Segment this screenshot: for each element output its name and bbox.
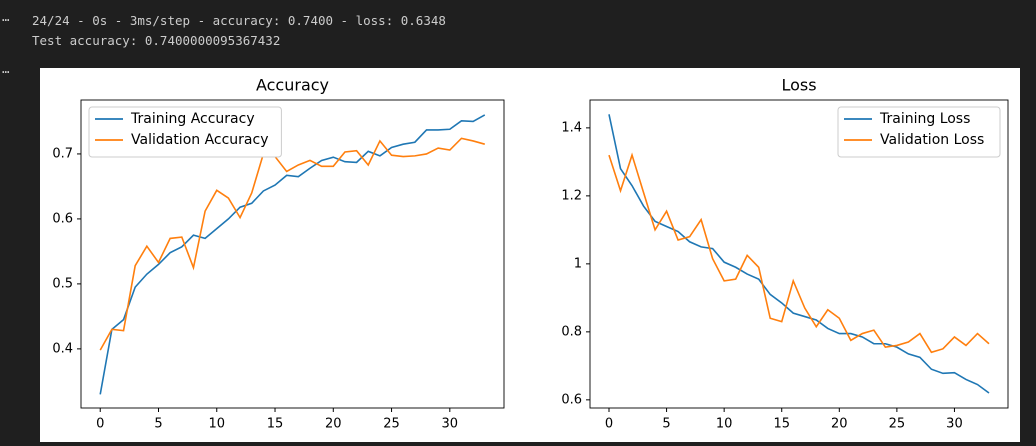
x-tick-label: 25 bbox=[383, 417, 400, 432]
x-tick-label: 15 bbox=[267, 417, 284, 432]
chart-title: Loss bbox=[781, 76, 816, 95]
y-tick-label: 1.2 bbox=[561, 188, 582, 203]
x-tick-label: 25 bbox=[889, 417, 906, 432]
y-tick-label: 0.4 bbox=[52, 341, 73, 356]
x-tick-label: 10 bbox=[208, 417, 225, 432]
x-tick-label: 20 bbox=[325, 417, 342, 432]
series-line bbox=[99, 137, 485, 351]
y-tick-label: 0.5 bbox=[52, 276, 73, 291]
series-line bbox=[99, 114, 486, 395]
x-tick-label: 30 bbox=[442, 417, 459, 432]
y-tick-label: 0.6 bbox=[52, 211, 73, 226]
legend-label: Training Accuracy bbox=[130, 111, 255, 127]
y-tick-label: 1 bbox=[574, 256, 582, 271]
console-line: 24/24 - 0s - 3ms/step - accuracy: 0.7400… bbox=[32, 13, 446, 28]
legend-box bbox=[837, 106, 1001, 158]
x-tick-label: 10 bbox=[716, 417, 733, 432]
x-tick-label: 20 bbox=[831, 417, 848, 432]
output-marker: ⋯ bbox=[2, 64, 10, 79]
plot-frame bbox=[80, 99, 505, 409]
y-tick-label: 0.6 bbox=[561, 392, 582, 407]
plot-frame bbox=[589, 99, 1009, 409]
chart-title: Accuracy bbox=[256, 76, 329, 95]
legend-box bbox=[88, 106, 282, 158]
y-tick-label: 0.7 bbox=[52, 146, 73, 161]
y-tick-label: 0.8 bbox=[561, 324, 582, 339]
legend-label: Training Loss bbox=[879, 111, 970, 127]
x-tick-label: 30 bbox=[946, 417, 963, 432]
console-line: Test accuracy: 0.7400000095367432 bbox=[32, 33, 281, 48]
x-tick-label: 15 bbox=[773, 417, 790, 432]
x-tick-label: 5 bbox=[154, 417, 162, 432]
output-marker: ⋯ bbox=[2, 12, 10, 27]
legend-label: Validation Accuracy bbox=[131, 132, 269, 148]
legend-label: Validation Loss bbox=[880, 132, 984, 148]
series-line bbox=[608, 152, 990, 354]
x-tick-label: 5 bbox=[662, 417, 670, 432]
series-line bbox=[608, 114, 990, 394]
x-tick-label: 0 bbox=[605, 417, 613, 432]
y-tick-label: 1.4 bbox=[561, 120, 582, 135]
x-tick-label: 0 bbox=[96, 417, 104, 432]
